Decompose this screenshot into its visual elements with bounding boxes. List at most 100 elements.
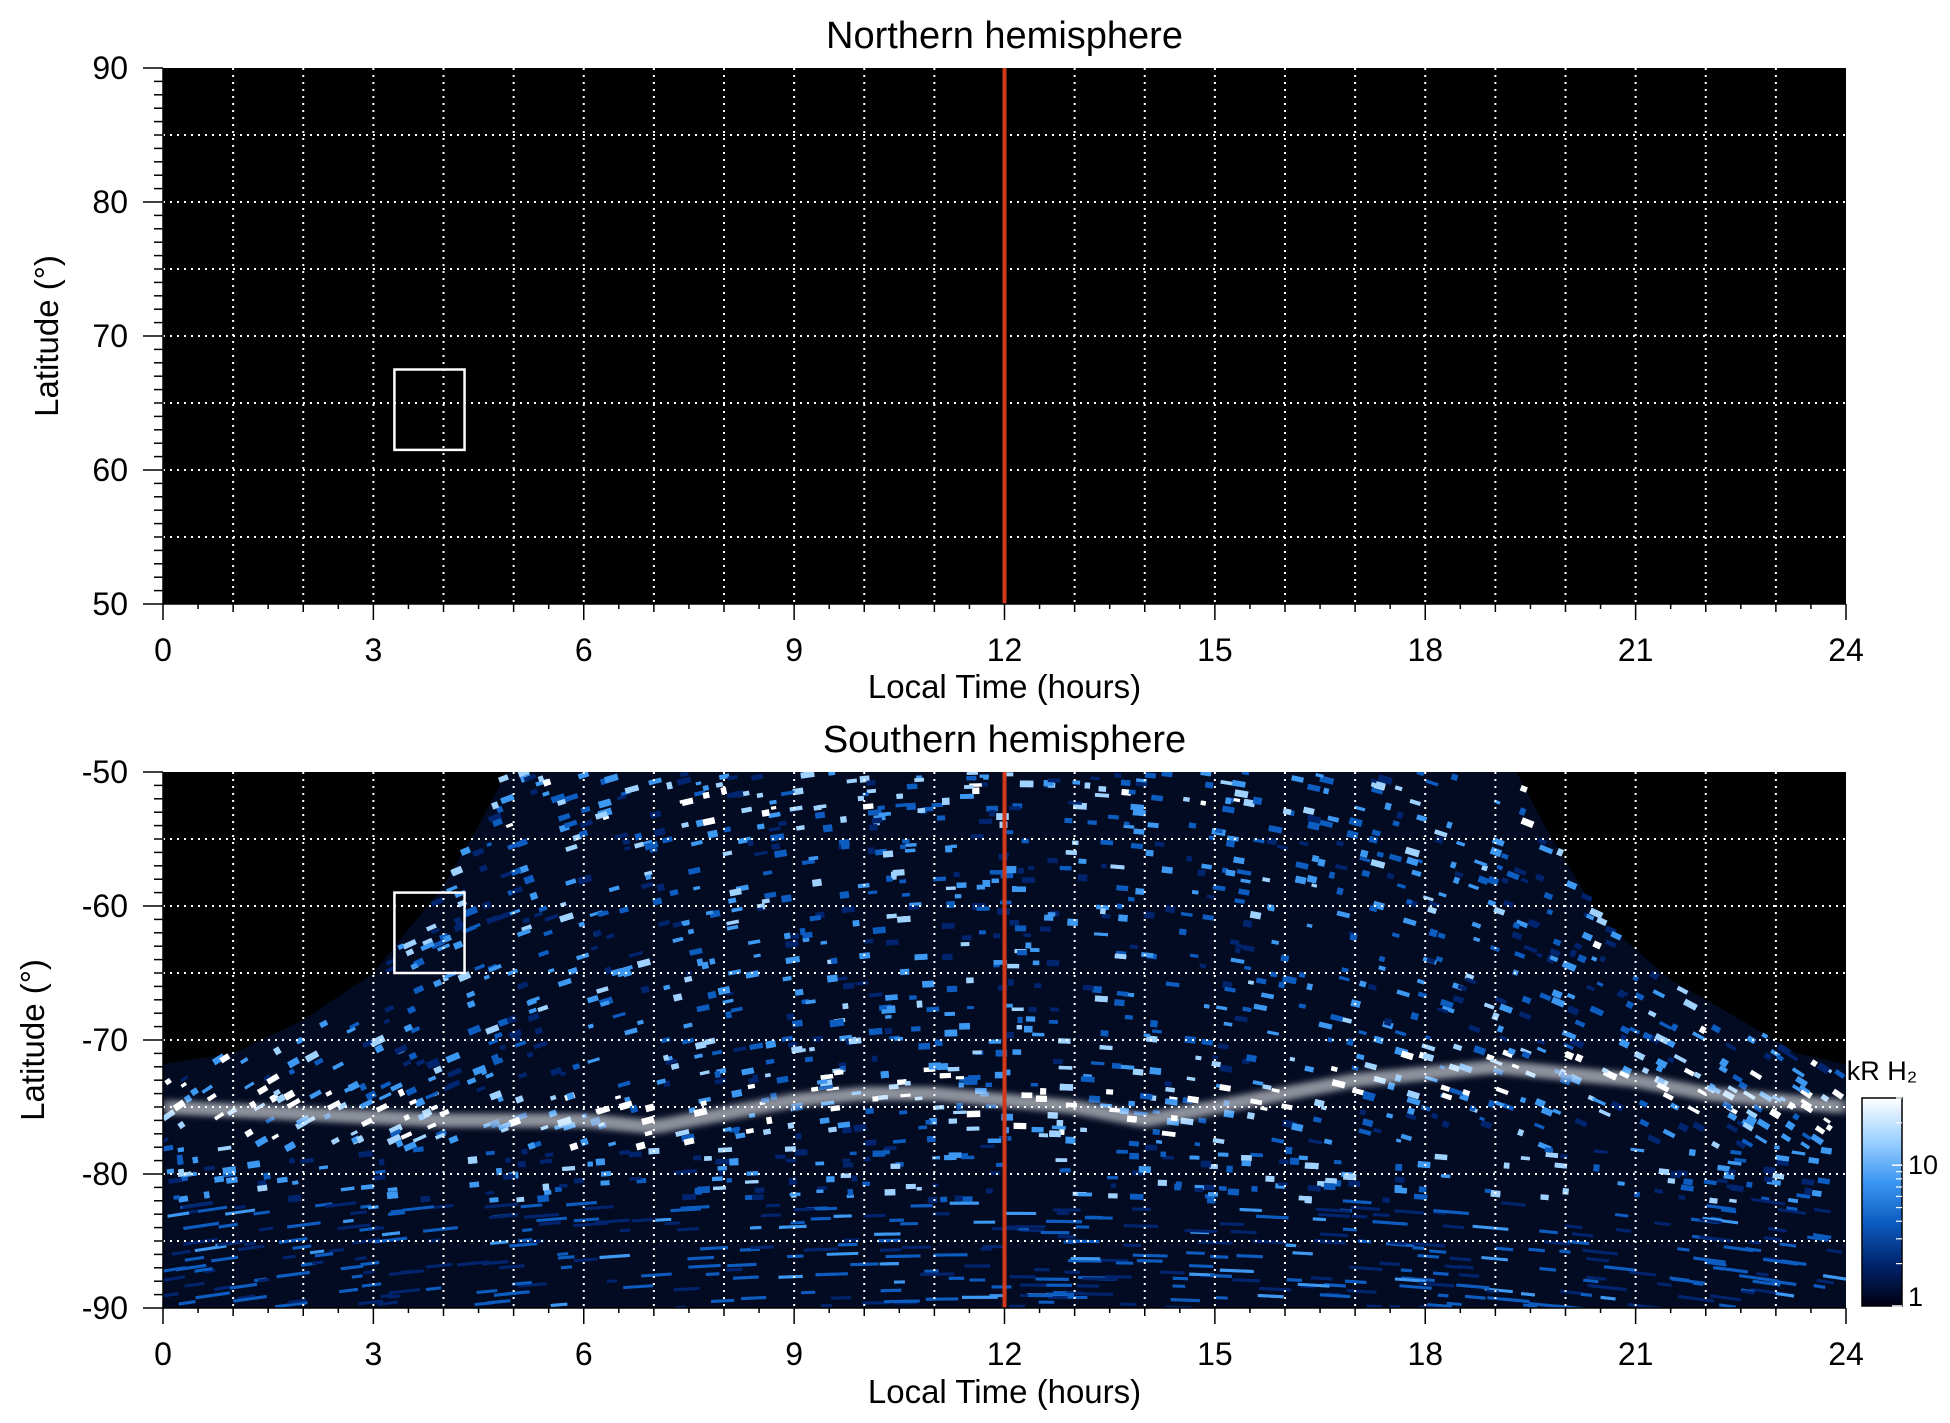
emission-cell xyxy=(775,1154,786,1160)
emission-cell xyxy=(1201,863,1212,870)
emission-cell xyxy=(359,1098,374,1110)
emission-cell xyxy=(1449,1256,1472,1262)
emission-cell xyxy=(1276,844,1289,851)
emission-cell xyxy=(1489,846,1503,858)
emission-cell xyxy=(1425,1035,1431,1040)
emission-cell xyxy=(499,1264,525,1270)
emission-cell xyxy=(631,1217,654,1223)
emission-cell xyxy=(405,948,415,957)
emission-cell xyxy=(722,998,734,1004)
emission-cell xyxy=(1147,822,1159,829)
emission-cell xyxy=(1105,1089,1114,1095)
emission-cell xyxy=(518,1072,528,1079)
emission-cell xyxy=(866,779,876,786)
southern-ticks xyxy=(143,771,1847,1324)
emission-cell xyxy=(340,1264,364,1271)
emission-cell xyxy=(1368,835,1379,844)
emission-cell xyxy=(1291,775,1304,783)
emission-cell xyxy=(182,1201,213,1210)
emission-cell xyxy=(1107,1175,1118,1180)
colorbar-tick-label: 1 xyxy=(1908,1282,1923,1312)
emission-cell xyxy=(816,1189,824,1194)
emission-cell xyxy=(373,1226,385,1231)
emission-cell xyxy=(1647,1010,1657,1018)
emission-cell xyxy=(1306,983,1314,991)
emission-cell xyxy=(1433,1209,1469,1216)
emission-cell xyxy=(786,1012,795,1021)
emission-cell xyxy=(1078,858,1087,864)
emission-cell xyxy=(1164,1080,1172,1087)
emission-cell xyxy=(958,1082,964,1088)
emission-cell xyxy=(618,1100,633,1111)
emission-cell xyxy=(1495,1086,1509,1096)
emission-cell xyxy=(425,1057,441,1070)
emission-cell xyxy=(1023,933,1032,937)
emission-cell xyxy=(1405,1112,1417,1121)
emission-cell xyxy=(954,894,962,899)
emission-cell xyxy=(1518,807,1527,816)
emission-cell xyxy=(1596,981,1604,987)
emission-cell xyxy=(1501,1297,1530,1304)
emission-cell xyxy=(1592,1097,1606,1106)
emission-cell xyxy=(430,939,446,950)
emission-cell xyxy=(1307,821,1321,831)
emission-cell xyxy=(833,1069,844,1076)
emission-cell xyxy=(1823,1117,1831,1124)
emission-cell xyxy=(520,1203,543,1209)
emission-cell xyxy=(350,1210,367,1216)
emission-cell xyxy=(877,805,885,811)
emission-cell xyxy=(1059,1083,1074,1091)
emission-cell xyxy=(1286,1278,1302,1282)
emission-cell xyxy=(1394,1277,1427,1283)
emission-cell xyxy=(1108,814,1119,820)
emission-cell xyxy=(1619,1033,1628,1041)
emission-cell xyxy=(1500,853,1509,860)
emission-cell xyxy=(1496,864,1504,871)
emission-cell xyxy=(1440,999,1454,1009)
emission-cell xyxy=(904,1080,911,1086)
emission-cell xyxy=(953,1110,967,1115)
emission-cell xyxy=(714,1070,721,1079)
emission-cell xyxy=(1771,1279,1797,1287)
emission-cell xyxy=(880,1288,902,1293)
emission-cell xyxy=(1667,1177,1676,1184)
emission-cell xyxy=(1362,1118,1374,1128)
emission-cell xyxy=(1395,811,1404,820)
emission-cell xyxy=(723,826,732,833)
emission-cell xyxy=(358,1299,384,1306)
emission-cell xyxy=(829,1018,845,1028)
colorbar: kR H₂ 110 xyxy=(1847,1056,1938,1312)
emission-cell xyxy=(955,1075,965,1080)
emission-cell xyxy=(1437,1293,1449,1298)
emission-cell xyxy=(1255,977,1267,985)
emission-cell xyxy=(266,1073,280,1085)
emission-cell xyxy=(865,1107,874,1115)
emission-cell xyxy=(666,781,673,790)
x-tick-label: 6 xyxy=(575,1336,593,1372)
emission-cell xyxy=(1715,1266,1749,1274)
emission-cell xyxy=(257,1179,267,1187)
emission-cell xyxy=(1394,1030,1407,1037)
emission-cell xyxy=(932,1212,950,1216)
emission-cell xyxy=(469,1181,480,1188)
emission-cell xyxy=(618,965,633,973)
emission-cell xyxy=(610,968,623,977)
emission-cell xyxy=(1810,1059,1819,1068)
emission-cell xyxy=(380,1293,393,1299)
emission-cell xyxy=(1267,1030,1280,1036)
emission-cell xyxy=(1144,772,1156,779)
emission-cell xyxy=(565,844,578,852)
emission-cell xyxy=(994,1071,1005,1079)
emission-cell xyxy=(459,846,471,856)
emission-cell xyxy=(1719,1057,1729,1068)
emission-cell xyxy=(1110,1183,1116,1189)
emission-cell xyxy=(247,1160,261,1169)
emission-cell xyxy=(1323,1138,1333,1145)
emission-cell xyxy=(1285,1146,1293,1154)
emission-cell xyxy=(1006,772,1014,777)
emission-cell xyxy=(964,1264,991,1268)
emission-cell xyxy=(1068,800,1082,805)
emission-cell xyxy=(1763,1052,1773,1061)
emission-cell xyxy=(1534,1098,1546,1108)
emission-cell xyxy=(641,1272,672,1278)
